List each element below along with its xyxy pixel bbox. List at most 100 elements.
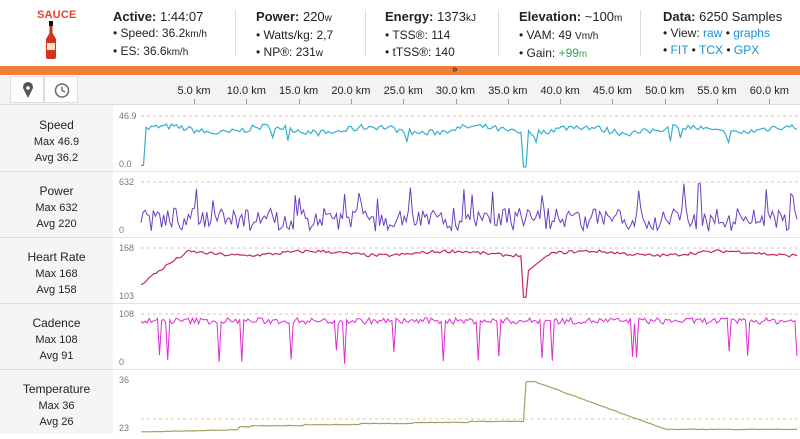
energy-value: 1373 xyxy=(437,9,466,24)
series-line-power xyxy=(140,183,798,233)
distance-tick-label: 5.0 km xyxy=(177,85,211,97)
distance-tick-label: 35.0 km xyxy=(488,85,528,97)
series-line-temperature xyxy=(141,380,797,433)
gain-unit: m xyxy=(578,49,588,60)
wkg-label: • Watts/kg: xyxy=(256,28,314,42)
distance-tick-label: 40.0 km xyxy=(540,85,580,97)
chart-label-cadence: Cadence Max 108 Avg 91 xyxy=(0,315,113,364)
ttss-label: • tTSS®: xyxy=(385,45,432,59)
distance-tick-label: 60.0 km xyxy=(749,85,789,97)
distance-tick-mark xyxy=(769,99,771,104)
charts-svg[interactable]: 46.9 0.0 632 0 168 103 108 0 36 23 xyxy=(113,105,800,434)
gain-label: • Gain: xyxy=(519,46,556,60)
chart-label-heart-rate: Heart Rate Max 168 Avg 158 xyxy=(0,249,113,298)
expand-chevron-icon[interactable]: » xyxy=(452,64,458,75)
series-line-heart-rate xyxy=(140,249,798,298)
elevation-value: ~100 xyxy=(584,9,615,24)
export-dot: • xyxy=(691,43,696,57)
distance-tick-mark xyxy=(298,99,300,104)
chart-max: Max 632 xyxy=(35,202,78,214)
distance-tick-mark xyxy=(455,99,457,104)
active-value: 1:44:07 xyxy=(159,9,204,24)
label-separator xyxy=(0,303,113,304)
tss-value: 114 xyxy=(431,28,451,42)
chart-label-speed: Speed Max 46.9 Avg 36.2 xyxy=(0,117,113,166)
collapse-bar[interactable] xyxy=(0,66,800,75)
chart-max: Max 46.9 xyxy=(33,136,80,148)
view-graphs-link[interactable]: graphs xyxy=(733,26,770,40)
map-pin-icon xyxy=(23,82,33,98)
view-raw-link[interactable]: raw xyxy=(703,26,723,40)
chart-max: Max 108 xyxy=(35,334,78,346)
chart-name: Heart Rate xyxy=(27,250,86,264)
divider xyxy=(235,10,236,56)
chart-avg: Avg 220 xyxy=(36,218,77,230)
y-min-label: 103 xyxy=(119,291,134,301)
energy-label: Energy: xyxy=(385,9,434,24)
export-tcx-link[interactable]: TCX xyxy=(699,43,723,57)
sauce-bottle-icon xyxy=(46,21,56,59)
energy-unit: kJ xyxy=(465,13,476,24)
distance-tick-label: 25.0 km xyxy=(383,85,423,97)
active-stat: Active: 1:44:07 • Speed: 36.2km/h • ES: … xyxy=(113,8,207,61)
chart-name: Cadence xyxy=(32,316,81,330)
series-line-cadence xyxy=(140,316,798,364)
chart-avg: Avg 158 xyxy=(36,284,77,296)
distance-tick-mark xyxy=(560,99,562,104)
chart-max: Max 168 xyxy=(35,268,78,280)
stats-header: SAUCE Active: 1:44:07 • Speed: 36.2km/h … xyxy=(0,0,800,66)
es-value: 36.6 xyxy=(143,44,167,58)
distance-tick-mark xyxy=(507,99,509,104)
clock-button[interactable] xyxy=(44,76,78,103)
speed-value: 36.2 xyxy=(161,26,186,40)
export-fit-link[interactable]: FIT xyxy=(670,43,689,57)
data-stat: Data: 6250 Samples • View: raw • graphs … xyxy=(663,8,782,59)
export-dot: • xyxy=(726,43,731,57)
series-line-speed xyxy=(141,123,798,168)
divider xyxy=(365,10,366,56)
es-label: • ES: xyxy=(113,44,140,58)
chart-max: Max 36 xyxy=(38,400,75,412)
y-max-label: 632 xyxy=(119,177,134,187)
distance-tick-label: 55.0 km xyxy=(697,85,737,97)
vam-value: 49 xyxy=(558,28,572,42)
np-label: • NP®: xyxy=(256,45,293,59)
map-pin-button[interactable] xyxy=(10,76,44,103)
distance-tick-label: 20.0 km xyxy=(331,85,371,97)
export-gpx-link[interactable]: GPX xyxy=(733,43,760,57)
distance-tick-mark xyxy=(194,99,195,104)
chart-labels-column: Speed Max 46.9 Avg 36.2 Power Max 632 Avg 220… xyxy=(0,105,113,434)
charts-area[interactable]: 46.9 0.0 632 0 168 103 108 0 36 23 xyxy=(113,105,800,434)
elevation-unit: m xyxy=(614,13,623,24)
elevation-label: Elevation: xyxy=(519,9,582,24)
distance-tick-label: 30.0 km xyxy=(435,85,476,97)
divider xyxy=(640,10,641,56)
chart-name: Speed xyxy=(39,118,74,132)
y-max-label: 168 xyxy=(119,243,134,253)
distance-axis-bar: 5.0 km 10.0 km 15.0 km 20.0 km 25.0 km 30.0 k… xyxy=(0,76,800,105)
distance-tick-label: 45.0 km xyxy=(592,85,632,97)
clock-icon xyxy=(54,83,70,98)
speed-unit: km/h xyxy=(185,29,207,40)
chart-name: Power xyxy=(39,184,74,198)
power-value: 220 xyxy=(302,9,325,24)
chart-avg: Avg 91 xyxy=(39,350,74,362)
vam-label: • VAM: xyxy=(519,28,555,42)
speed-label: • Speed: xyxy=(113,26,159,40)
power-label: Power: xyxy=(256,9,300,24)
elevation-stat: Elevation: ~100m • VAM: 49 Vm/h • Gain: … xyxy=(519,8,622,63)
export-dot: • xyxy=(663,43,668,57)
wkg-value: 2,7 xyxy=(316,28,334,42)
y-min-label: 0 xyxy=(119,225,124,235)
chart-label-power: Power Max 632 Avg 220 xyxy=(0,183,113,232)
label-separator xyxy=(0,171,113,172)
distance-tick-label: 10.0 km xyxy=(226,85,266,97)
data-label: Data: xyxy=(663,9,696,24)
view-label: • View: xyxy=(663,26,700,40)
view-dot: • xyxy=(725,26,730,40)
divider xyxy=(498,10,499,56)
power-unit: w xyxy=(324,13,332,24)
distance-tick-label: 50.0 km xyxy=(645,85,685,97)
chart-avg: Avg 26 xyxy=(39,416,74,428)
distance-tick-mark xyxy=(612,99,614,104)
